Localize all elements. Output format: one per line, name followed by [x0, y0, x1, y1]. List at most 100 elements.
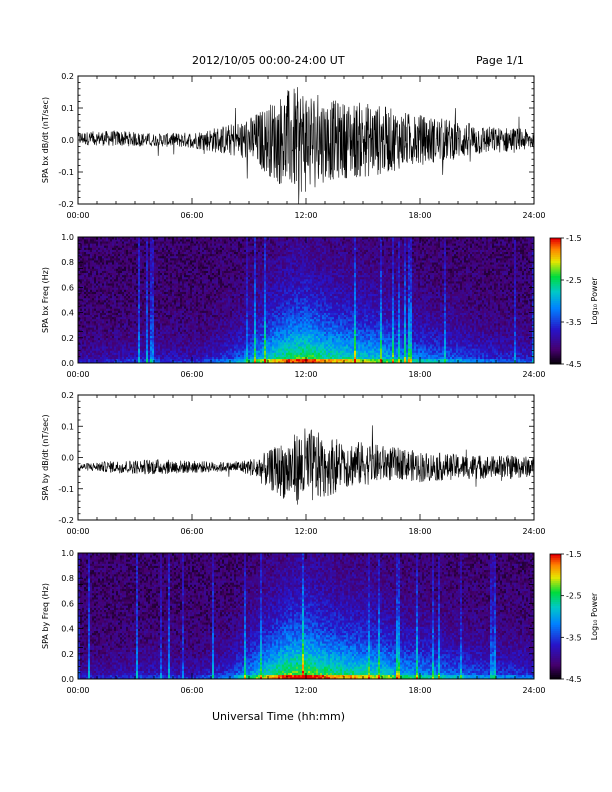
spectrogram-cell — [88, 287, 90, 289]
spectrogram-cell — [124, 290, 126, 292]
spectrogram-cell — [144, 262, 146, 264]
spectrogram-cell — [154, 248, 156, 250]
spectrogram-cell — [134, 260, 136, 262]
spectrogram-cell — [142, 266, 144, 268]
spectrogram-cell — [130, 308, 132, 310]
spectrogram-cell — [106, 359, 108, 361]
spectrogram-cell — [136, 254, 138, 256]
spectrogram-cell — [114, 344, 116, 346]
spectrogram-cell — [104, 245, 106, 247]
spectrogram-cell — [106, 313, 108, 315]
spectrogram-cell — [104, 344, 106, 346]
x-tick-label: 06:00 — [180, 211, 203, 220]
spectrogram-cell — [102, 262, 104, 264]
spectrogram-cell — [88, 269, 90, 271]
spectrogram-cell — [148, 338, 150, 340]
spectrogram-cell — [80, 290, 82, 292]
spectrogram-cell — [122, 290, 124, 292]
spectrogram-cell — [138, 325, 140, 327]
spectrogram-cell — [114, 271, 116, 273]
spectrogram-cell — [132, 275, 134, 277]
spectrogram-cell — [144, 304, 146, 306]
spectrogram-cell — [130, 243, 132, 245]
spectrogram-cell — [104, 325, 106, 327]
spectrogram-cell — [122, 348, 124, 350]
spectrogram-cell — [138, 256, 140, 258]
spectrogram-cell — [100, 256, 102, 258]
spectrogram-cell — [136, 359, 138, 361]
spectrogram-cell — [88, 256, 90, 258]
spectrogram-cell — [120, 258, 122, 260]
spectrogram-cell — [92, 304, 94, 306]
spectrogram-cell — [104, 323, 106, 325]
spectrogram-cell — [110, 311, 112, 313]
spectrogram-cell — [134, 264, 136, 266]
spectrogram-cell — [136, 269, 138, 271]
spectrogram-cell — [86, 258, 88, 260]
spectrogram-cell — [146, 321, 148, 323]
spectrogram-cell — [158, 264, 160, 266]
spectrogram-cell — [108, 277, 110, 279]
spectrogram-cell — [128, 313, 130, 315]
spectrogram-cell — [92, 344, 94, 346]
spectrogram-cell — [130, 254, 132, 256]
spectrogram-cell — [140, 277, 142, 279]
spectrogram-cell — [94, 260, 96, 262]
spectrogram-cell — [156, 248, 158, 250]
spectrogram-cell — [130, 287, 132, 289]
spectrogram-cell — [142, 332, 144, 334]
spectrogram-cell — [116, 250, 118, 252]
spectrogram-cell — [118, 243, 120, 245]
spectrogram-cell — [144, 357, 146, 359]
spectrogram-cell — [158, 250, 160, 252]
spectrogram-cell — [138, 338, 140, 340]
spectrogram-cell — [112, 321, 114, 323]
spectrogram-cell — [110, 336, 112, 338]
spectrogram-cell — [108, 243, 110, 245]
spectrogram-cell — [158, 338, 160, 340]
spectrogram-cell — [90, 300, 92, 302]
spectrogram-cell — [134, 317, 136, 319]
spectrogram-cell — [82, 302, 84, 304]
spectrogram-cell — [84, 273, 86, 275]
spectrogram-cell — [120, 329, 122, 331]
spectrogram-cell — [90, 287, 92, 289]
spectrogram-cell — [96, 254, 98, 256]
spectrogram-cell — [132, 294, 134, 296]
spectrogram-cell — [150, 306, 152, 308]
spectrogram-cell — [104, 269, 106, 271]
spectrogram-cell — [96, 266, 98, 268]
spectrogram-cell — [152, 323, 154, 325]
spectrogram-cell — [138, 319, 140, 321]
spectrogram-cell — [140, 359, 142, 361]
spectrogram-cell — [100, 332, 102, 334]
spectrogram-cell — [128, 271, 130, 273]
spectrogram-cell — [148, 317, 150, 319]
spectrogram-cell — [130, 340, 132, 342]
spectrogram-cell — [142, 315, 144, 317]
spectrogram-cell — [116, 277, 118, 279]
spectrogram-cell — [106, 245, 108, 247]
spectrogram-cell — [84, 300, 86, 302]
spectrogram-cell — [132, 256, 134, 258]
spectrogram-cell — [90, 329, 92, 331]
spectrogram-cell — [86, 269, 88, 271]
spectrogram-cell — [124, 277, 126, 279]
spectrogram-cell — [156, 275, 158, 277]
spectrogram-cell — [102, 294, 104, 296]
spectrogram-cell — [126, 281, 128, 283]
spectrogram-cell — [120, 292, 122, 294]
spectrogram-cell — [116, 281, 118, 283]
spectrogram-cell — [140, 355, 142, 357]
spectrogram-cell — [108, 332, 110, 334]
spectrogram-cell — [114, 266, 116, 268]
spectrogram-cell — [84, 298, 86, 300]
spectrogram-cell — [118, 250, 120, 252]
spectrogram-cell — [110, 250, 112, 252]
spectrogram-cell — [144, 300, 146, 302]
spectrogram-cell — [120, 279, 122, 281]
spectrogram-cell — [126, 266, 128, 268]
spectrogram-cell — [116, 304, 118, 306]
spectrogram-cell — [112, 327, 114, 329]
spectrogram-cell — [90, 243, 92, 245]
